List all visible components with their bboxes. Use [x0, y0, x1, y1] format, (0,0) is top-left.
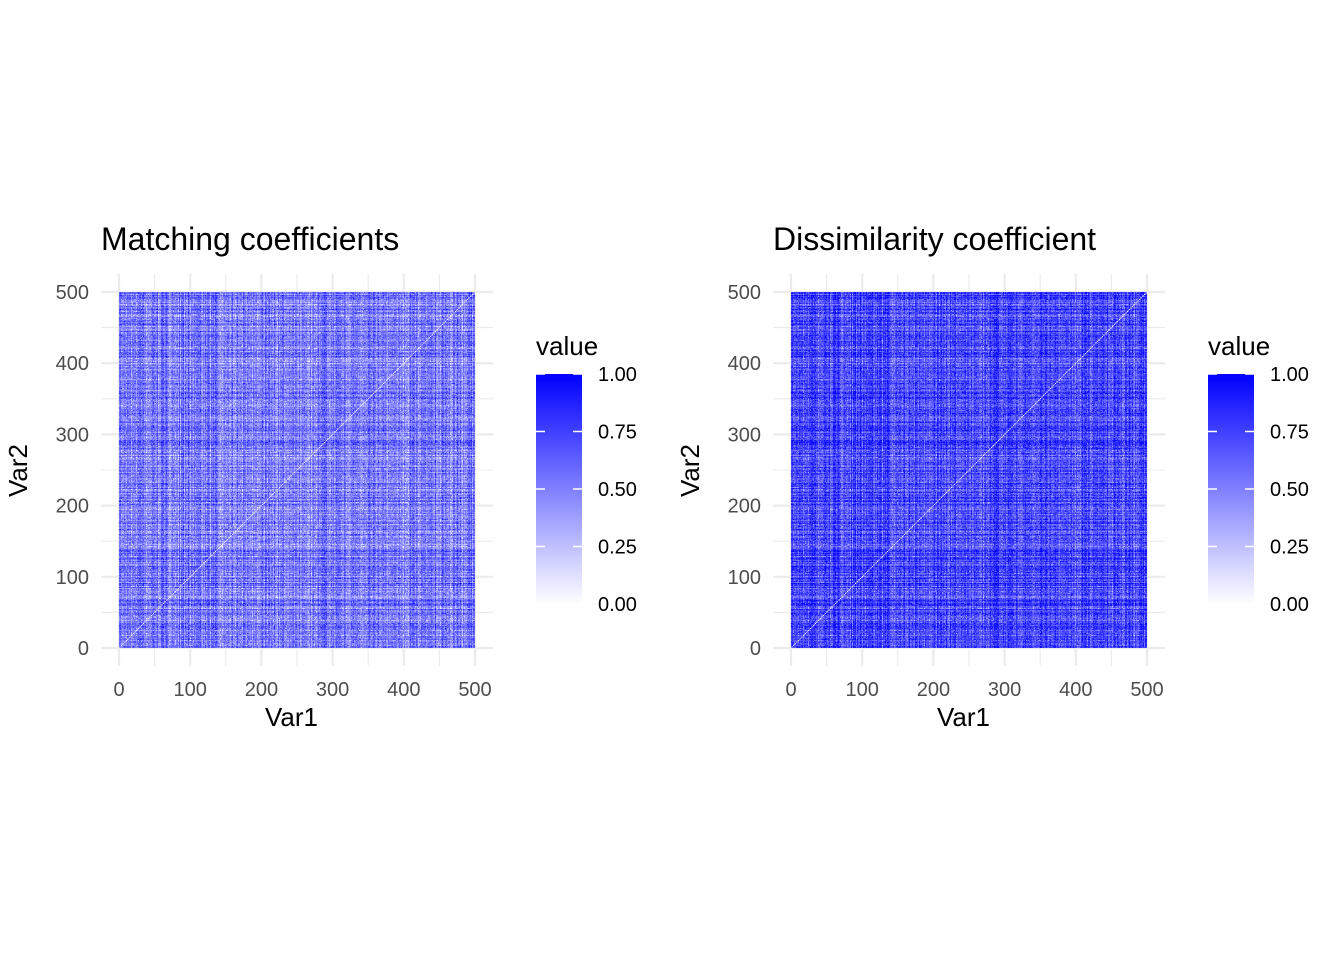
legend-2: 0.00 0.25 0.50 0.75 1.00: [1208, 364, 1309, 616]
legend-tick-label: 0.75: [1270, 422, 1309, 444]
legend-tick-label: 0.75: [598, 422, 637, 444]
chart-title-1: Matching coefficients: [101, 221, 400, 257]
legend-tick-label: 0.50: [1270, 479, 1309, 501]
x-axis-title-2: Var1: [937, 702, 990, 732]
x-tick-label: 100: [846, 679, 879, 701]
x-tick-label: 500: [1130, 679, 1163, 701]
y-tick-label: 400: [728, 353, 761, 375]
x-tick-label: 300: [988, 679, 1021, 701]
heatmap-tiles-1: [119, 292, 475, 648]
x-tick-label: 400: [1059, 679, 1092, 701]
legend-tick-label: 0.50: [598, 479, 637, 501]
heatmap-tiles-2: [791, 292, 1147, 648]
legend-tick-label: 0.00: [598, 594, 637, 616]
y-tick-label: 200: [728, 496, 761, 518]
y-tick-label: 0: [750, 638, 761, 660]
x-tick-label: 100: [174, 679, 207, 701]
x-tick-label: 0: [113, 679, 124, 701]
legend-tick-label: 0.25: [1270, 537, 1309, 559]
legend-1: 0.00 0.25 0.50 0.75 1.00: [536, 364, 637, 616]
legend-tick-label: 0.00: [1270, 594, 1309, 616]
y-tick-label: 0: [78, 638, 89, 660]
x-axis-title-1: Var1: [265, 702, 318, 732]
x-tick-label: 0: [785, 679, 796, 701]
legend-title-2: value: [1208, 331, 1271, 361]
y-axis-title-2: Var2: [675, 444, 705, 497]
x-tick-label: 400: [387, 679, 420, 701]
y-tick-label: 400: [56, 353, 89, 375]
legend-tick-label: 1.00: [598, 364, 637, 386]
x-tick-label: 200: [917, 679, 950, 701]
y-tick-label: 100: [728, 567, 761, 589]
y-tick-label: 100: [56, 567, 89, 589]
y-tick-label: 500: [56, 282, 89, 304]
y-tick-label: 300: [728, 424, 761, 446]
y-tick-label: 200: [56, 496, 89, 518]
y-axis-title-1: Var2: [3, 444, 33, 497]
x-tick-label: 300: [316, 679, 349, 701]
legend-tick-label: 0.25: [598, 537, 637, 559]
legend-tick-label: 1.00: [1270, 364, 1309, 386]
y-tick-label: 500: [728, 282, 761, 304]
x-tick-label: 200: [245, 679, 278, 701]
y-tick-label: 300: [56, 424, 89, 446]
chart-title-2: Dissimilarity coefficient: [773, 221, 1097, 257]
legend-title-1: value: [536, 331, 599, 361]
x-tick-label: 500: [458, 679, 491, 701]
